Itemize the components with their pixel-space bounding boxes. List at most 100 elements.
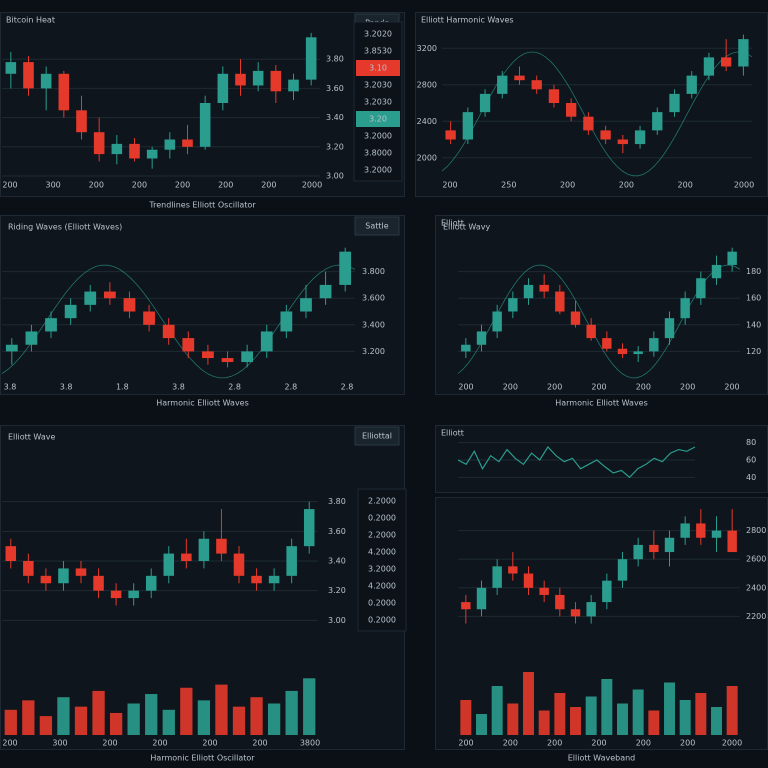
side-value: 3.2030 bbox=[364, 81, 392, 90]
candle-body bbox=[555, 594, 565, 610]
y-tick-label: 2400 bbox=[417, 117, 437, 126]
x-tick-label: 200 bbox=[547, 739, 562, 748]
x-tick-label: 200 bbox=[678, 181, 693, 190]
y-tick-label: 3.600 bbox=[362, 294, 385, 303]
candle-body bbox=[570, 311, 581, 325]
candle-body bbox=[221, 358, 234, 363]
x-tick-label: 2000 bbox=[722, 739, 742, 748]
y-tick-label: 2400 bbox=[746, 583, 766, 592]
candle-body bbox=[476, 331, 487, 345]
candle-body bbox=[649, 544, 659, 553]
x-tick-label: 200 bbox=[547, 383, 562, 392]
candle-body bbox=[303, 509, 315, 547]
volume-bar bbox=[648, 710, 660, 735]
button[interactable] bbox=[354, 426, 400, 446]
x-tick-label: 300 bbox=[46, 181, 61, 190]
candle-body bbox=[721, 57, 732, 67]
y-tick-label: 3200 bbox=[417, 44, 437, 53]
y-tick-label: 180 bbox=[746, 267, 761, 276]
wave-curve bbox=[457, 264, 741, 379]
candle-body bbox=[199, 103, 211, 147]
side-value: 4.2000 bbox=[368, 548, 396, 557]
candle-body bbox=[164, 139, 176, 150]
candle-body bbox=[634, 130, 646, 145]
panel-title: Elliott Wave bbox=[8, 433, 55, 442]
y-tick-label: 3.60 bbox=[328, 527, 346, 536]
candle-body bbox=[479, 93, 491, 113]
candle-body bbox=[461, 602, 471, 610]
volume-bar bbox=[4, 709, 17, 735]
candle-body bbox=[492, 566, 502, 588]
caption: Harmonic Elliott Waves bbox=[156, 399, 249, 408]
volume-bar bbox=[491, 686, 503, 735]
candle-body bbox=[680, 298, 690, 319]
candle-body bbox=[146, 149, 158, 159]
x-tick-label: 200 bbox=[2, 181, 17, 190]
panel-header: Elliott bbox=[441, 429, 464, 438]
candle-body bbox=[680, 523, 690, 538]
candle-body bbox=[586, 324, 596, 339]
candle-body bbox=[711, 264, 722, 279]
button-label[interactable]: Elliottal bbox=[362, 432, 392, 441]
x-tick-label: 200 bbox=[175, 181, 190, 190]
candle-body bbox=[162, 324, 175, 339]
x-tick-label: 3.8 bbox=[172, 383, 185, 392]
candle-body bbox=[305, 37, 317, 80]
candle-body bbox=[461, 344, 471, 352]
candle-body bbox=[539, 587, 549, 595]
volume-bar bbox=[460, 700, 472, 735]
x-tick-label: 200 bbox=[152, 739, 167, 748]
candle-body bbox=[84, 291, 97, 305]
y-tick-label: 3.20 bbox=[326, 142, 344, 151]
volume-bar bbox=[726, 686, 738, 735]
x-tick-label: 200 bbox=[680, 739, 695, 748]
y-tick-label: 3.200 bbox=[362, 347, 385, 356]
volume-bar bbox=[679, 700, 691, 735]
volume-bar bbox=[232, 706, 246, 735]
candle-body bbox=[145, 575, 157, 591]
button-label[interactable]: Sattle bbox=[365, 222, 388, 231]
y-tick-label: 80 bbox=[746, 438, 756, 447]
x-tick-label: 200 bbox=[680, 383, 695, 392]
volume-bar bbox=[127, 703, 140, 735]
x-tick-label: 200 bbox=[503, 739, 518, 748]
x-tick-label: 200 bbox=[591, 383, 606, 392]
volume-bar bbox=[109, 712, 123, 735]
candle-body bbox=[5, 546, 17, 561]
candle-body bbox=[497, 75, 508, 94]
x-tick-label: 200 bbox=[89, 181, 104, 190]
side-value: 0.2000 bbox=[368, 599, 396, 608]
side-value: 3.2030 bbox=[364, 98, 392, 107]
candle-body bbox=[727, 251, 737, 265]
candle-body bbox=[445, 130, 456, 140]
x-tick-label: 300 bbox=[52, 739, 67, 748]
candle-body bbox=[182, 338, 195, 352]
y-tick-label: 3.80 bbox=[328, 497, 346, 506]
candle-body bbox=[103, 291, 116, 299]
candle-body bbox=[235, 73, 246, 86]
candle-body bbox=[727, 530, 737, 553]
candle-body bbox=[570, 609, 581, 617]
button[interactable] bbox=[354, 216, 400, 236]
candle-body bbox=[182, 139, 193, 147]
side-value: 3.8000 bbox=[364, 149, 392, 158]
candle-body bbox=[696, 278, 706, 299]
candle-body bbox=[260, 331, 273, 352]
candle-body bbox=[508, 566, 518, 574]
volume-bar bbox=[601, 679, 613, 735]
panel bbox=[435, 215, 768, 395]
candle-body bbox=[531, 80, 542, 90]
caption: Trendlines Elliott Oscillator bbox=[148, 201, 256, 210]
candle-body bbox=[649, 338, 659, 352]
candle-body bbox=[58, 73, 70, 111]
side-value: 3.2000 bbox=[364, 166, 392, 175]
candle-body bbox=[128, 590, 139, 599]
y-tick-label: 2800 bbox=[417, 80, 437, 89]
candle-body bbox=[703, 57, 715, 76]
side-value: 0.2000 bbox=[368, 514, 396, 523]
side-panel bbox=[353, 21, 403, 182]
volume-bar bbox=[22, 700, 35, 735]
candle-body bbox=[508, 298, 518, 312]
x-tick-label: 1.8 bbox=[116, 383, 129, 392]
